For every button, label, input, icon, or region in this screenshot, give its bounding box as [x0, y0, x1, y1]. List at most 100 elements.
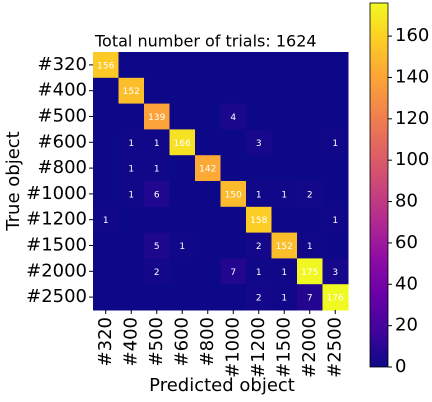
cell — [246, 181, 272, 208]
cell — [297, 181, 323, 208]
cell — [144, 181, 170, 208]
y-tick-label: #1500 — [26, 235, 87, 256]
cell — [297, 103, 323, 130]
cell — [246, 129, 272, 156]
cell — [93, 129, 119, 156]
cell — [271, 103, 298, 130]
cell — [220, 181, 247, 208]
cell — [144, 103, 170, 130]
cell — [220, 206, 247, 234]
cell — [169, 77, 196, 105]
x-tick-label: #800 — [197, 317, 218, 366]
cell — [195, 284, 221, 311]
cell — [118, 52, 145, 79]
cell — [297, 52, 323, 79]
cell-label: 139 — [148, 113, 165, 123]
cell — [220, 129, 247, 156]
colorbar-tick-label: 20 — [395, 315, 418, 336]
cell — [271, 232, 298, 259]
cell — [118, 232, 145, 259]
cell — [144, 232, 170, 259]
cell — [144, 52, 170, 79]
cell — [271, 77, 298, 105]
cell — [144, 284, 170, 311]
cell — [169, 52, 196, 79]
cell-label: 142 — [199, 165, 216, 175]
colorbar-tick-label: 40 — [395, 273, 418, 294]
x-axis-label: Predicted object — [149, 375, 295, 396]
y-tick-label: #2500 — [26, 286, 87, 307]
cell-label: 176 — [327, 294, 344, 304]
cell-label: 1 — [281, 294, 287, 304]
cell — [271, 129, 298, 156]
cell — [246, 232, 272, 259]
cell — [322, 77, 349, 105]
cell-label: 1 — [128, 165, 134, 175]
cell — [246, 77, 272, 105]
cell-label: 1 — [128, 190, 134, 200]
cell — [322, 284, 349, 311]
cell — [246, 258, 272, 285]
cell — [271, 284, 298, 311]
cell — [195, 103, 221, 130]
cell-label: 1 — [332, 139, 338, 149]
cell-label: 5 — [154, 242, 160, 252]
cell — [169, 284, 196, 311]
cell-label: 1 — [256, 190, 262, 200]
x-tick-label: #600 — [171, 317, 192, 366]
cell — [93, 284, 119, 311]
cell — [195, 181, 221, 208]
y-tick-label: #2000 — [26, 260, 87, 281]
cell — [271, 206, 298, 234]
cell — [118, 77, 145, 105]
cell — [297, 129, 323, 156]
cell — [195, 258, 221, 285]
cell — [220, 284, 247, 311]
cell — [93, 206, 119, 234]
cell — [220, 232, 247, 259]
cell — [220, 103, 247, 130]
cell-label: 2 — [307, 190, 313, 200]
cell — [297, 77, 323, 105]
cell — [118, 258, 145, 285]
cell — [271, 52, 298, 79]
cell — [93, 232, 119, 259]
cell — [93, 77, 119, 105]
cell — [169, 129, 196, 156]
cell — [271, 181, 298, 208]
colorbar-tick-label: 140 — [395, 66, 429, 87]
cell-label: 7 — [307, 294, 313, 304]
cell — [322, 258, 349, 285]
cell-label: 1 — [332, 216, 338, 226]
cell-label: 1 — [154, 139, 160, 149]
x-tick-label: #1000 — [222, 317, 243, 378]
cell — [246, 103, 272, 130]
cell — [322, 155, 349, 182]
colorbar-tick-label: 60 — [395, 232, 418, 253]
cell — [246, 284, 272, 311]
colorbar — [369, 2, 389, 368]
cell — [93, 103, 119, 130]
cell — [93, 155, 119, 182]
cell — [118, 206, 145, 234]
cell — [169, 206, 196, 234]
colorbar-tick-label: 160 — [395, 25, 429, 46]
cell-label: 150 — [225, 190, 242, 200]
cell-label: 1 — [154, 165, 160, 175]
cell-label: 152 — [276, 242, 293, 252]
cell — [220, 155, 247, 182]
y-tick-label: #320 — [38, 54, 87, 75]
colorbar-tick-label: 120 — [395, 108, 429, 129]
cell-label: 166 — [174, 139, 191, 149]
cell-label: 1 — [103, 216, 109, 226]
cell-label: 4 — [230, 113, 236, 123]
cell — [195, 206, 221, 234]
cell-label: 2 — [154, 268, 160, 278]
colorbar-tick-label: 0 — [395, 356, 406, 377]
colorbar-tick-label: 100 — [395, 149, 429, 170]
cell-label: 6 — [154, 190, 160, 200]
x-tick-label: #400 — [120, 317, 141, 366]
cell — [246, 155, 272, 182]
cell-label: 1 — [307, 242, 313, 252]
cell — [169, 258, 196, 285]
